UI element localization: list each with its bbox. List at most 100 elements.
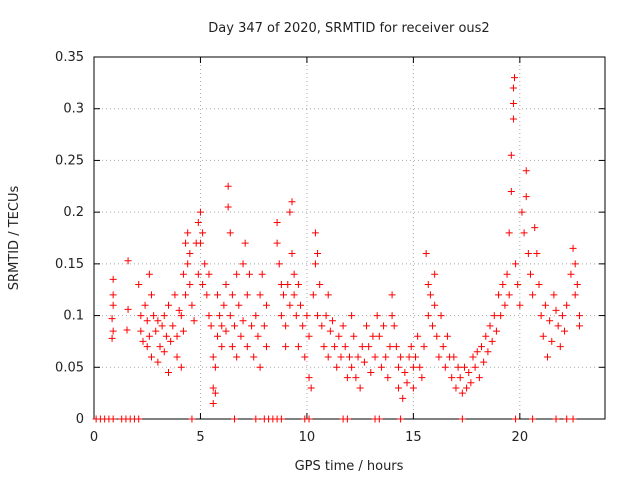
data-point	[458, 389, 466, 397]
data-point	[437, 312, 445, 320]
y-tick-label: 0.05	[55, 360, 84, 375]
data-point	[360, 358, 368, 366]
data-point	[512, 415, 520, 423]
data-point	[529, 291, 537, 299]
data-point	[354, 353, 362, 361]
data-point	[343, 374, 351, 382]
data-point	[333, 363, 341, 371]
data-point	[324, 291, 332, 299]
axis-tick-labels: 0 5 10 15 20 0 0.05 0.1 0.15 0.2 0.25 0.3 0.35	[55, 50, 528, 445]
data-point	[380, 322, 388, 330]
data-point	[541, 301, 549, 309]
data-point	[211, 389, 219, 397]
data-point	[552, 306, 560, 314]
data-point	[569, 415, 577, 423]
data-point	[147, 353, 155, 361]
data-point	[124, 305, 132, 313]
data-point	[239, 260, 247, 268]
data-point	[478, 343, 486, 351]
data-point	[190, 317, 198, 325]
data-point	[218, 322, 226, 330]
data-point	[194, 270, 202, 278]
data-point	[377, 363, 385, 371]
data-point	[414, 332, 422, 340]
data-point	[277, 312, 285, 320]
data-point	[209, 384, 217, 392]
data-point	[573, 281, 581, 289]
data-point	[460, 363, 468, 371]
data-point	[505, 229, 513, 237]
data-point	[292, 312, 300, 320]
data-point	[284, 281, 292, 289]
data-point	[484, 348, 492, 356]
data-point	[318, 322, 326, 330]
data-point	[512, 260, 520, 268]
data-point	[262, 343, 270, 351]
data-point	[546, 317, 554, 325]
data-point	[177, 312, 185, 320]
data-point	[108, 334, 116, 342]
chart-title: Day 347 of 2020, SRMTID for receiver ous…	[208, 21, 489, 36]
data-point	[326, 327, 334, 335]
data-point	[305, 332, 313, 340]
data-point	[480, 358, 488, 366]
data-point	[256, 363, 264, 371]
data-point	[399, 394, 407, 402]
data-point	[454, 363, 462, 371]
data-point	[235, 301, 243, 309]
data-point	[224, 203, 232, 211]
data-point	[188, 301, 196, 309]
data-point	[307, 384, 315, 392]
data-point	[352, 374, 360, 382]
data-point	[407, 343, 415, 351]
data-point	[258, 270, 266, 278]
y-tick-label: 0.2	[63, 205, 84, 220]
data-point	[194, 218, 202, 226]
data-point	[524, 250, 532, 258]
data-point	[331, 343, 339, 351]
data-point	[405, 353, 413, 361]
data-point	[531, 224, 539, 232]
data-point	[375, 415, 383, 423]
data-point	[186, 281, 194, 289]
data-point	[365, 343, 373, 351]
data-point	[350, 332, 358, 340]
data-point	[231, 415, 239, 423]
data-point	[339, 322, 347, 330]
data-point	[201, 260, 209, 268]
data-point	[250, 353, 258, 361]
data-point	[143, 343, 151, 351]
data-point	[152, 327, 160, 335]
data-point	[248, 322, 256, 330]
data-point	[143, 317, 151, 325]
data-point	[548, 337, 556, 345]
data-point	[147, 291, 155, 299]
data-point	[177, 363, 185, 371]
data-point	[165, 368, 173, 376]
y-axis-label: SRMTID / TECUs	[7, 186, 22, 291]
data-point	[507, 151, 515, 159]
data-point	[262, 301, 270, 309]
data-point	[469, 353, 477, 361]
data-point	[288, 250, 296, 258]
data-point	[109, 275, 117, 283]
data-point	[516, 301, 524, 309]
grid	[94, 57, 605, 419]
data-point	[529, 415, 537, 423]
data-point	[550, 291, 558, 299]
data-point	[282, 322, 290, 330]
data-point	[175, 306, 183, 314]
data-point	[220, 301, 228, 309]
data-point	[556, 343, 564, 351]
data-point	[231, 322, 239, 330]
y-tick-label: 0.3	[63, 102, 84, 117]
data-point	[371, 353, 379, 361]
data-point	[497, 312, 505, 320]
data-point	[205, 270, 213, 278]
data-point	[514, 281, 522, 289]
data-point	[324, 353, 332, 361]
data-point	[426, 291, 434, 299]
data-point	[509, 84, 517, 92]
data-point	[123, 326, 131, 334]
data-point	[252, 415, 260, 423]
